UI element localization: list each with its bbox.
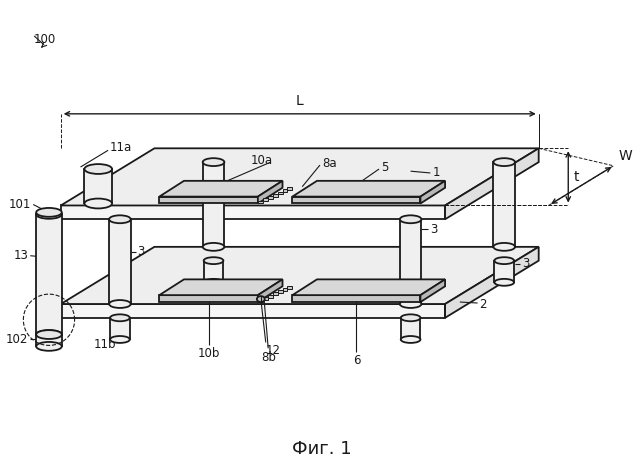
Polygon shape xyxy=(292,295,420,302)
Ellipse shape xyxy=(110,314,130,321)
Text: 11a: 11a xyxy=(110,141,132,154)
Text: 8a: 8a xyxy=(322,156,337,170)
Polygon shape xyxy=(84,169,112,203)
Polygon shape xyxy=(445,247,539,318)
Ellipse shape xyxy=(494,279,514,286)
Polygon shape xyxy=(204,261,223,283)
Polygon shape xyxy=(400,219,421,304)
Polygon shape xyxy=(258,181,282,203)
Polygon shape xyxy=(420,279,445,302)
Ellipse shape xyxy=(204,257,223,264)
Text: 12: 12 xyxy=(266,345,281,357)
Polygon shape xyxy=(110,318,130,339)
Ellipse shape xyxy=(400,215,421,223)
Text: 3: 3 xyxy=(522,257,529,270)
Ellipse shape xyxy=(109,300,131,308)
Text: L: L xyxy=(296,94,303,108)
Polygon shape xyxy=(401,318,420,339)
Polygon shape xyxy=(282,189,287,192)
Ellipse shape xyxy=(36,342,62,351)
Ellipse shape xyxy=(84,164,112,174)
Text: Фиг. 1: Фиг. 1 xyxy=(292,440,352,458)
Ellipse shape xyxy=(401,336,420,343)
Ellipse shape xyxy=(36,330,62,339)
Ellipse shape xyxy=(203,158,225,166)
Polygon shape xyxy=(292,197,420,203)
Polygon shape xyxy=(268,294,273,298)
Ellipse shape xyxy=(400,300,421,308)
Polygon shape xyxy=(420,181,445,203)
Ellipse shape xyxy=(494,257,514,264)
Polygon shape xyxy=(287,187,292,190)
Polygon shape xyxy=(493,162,515,247)
Text: 102: 102 xyxy=(6,333,28,346)
Text: 2: 2 xyxy=(479,299,487,311)
Ellipse shape xyxy=(84,199,112,209)
Polygon shape xyxy=(273,292,278,295)
Text: 8b: 8b xyxy=(260,351,276,365)
Ellipse shape xyxy=(203,243,225,251)
Polygon shape xyxy=(159,197,258,203)
Text: 101: 101 xyxy=(9,198,31,211)
Polygon shape xyxy=(159,279,282,295)
Polygon shape xyxy=(263,198,268,201)
Text: 5: 5 xyxy=(381,161,388,173)
Ellipse shape xyxy=(36,208,62,217)
Polygon shape xyxy=(159,295,258,302)
Polygon shape xyxy=(273,194,278,197)
Polygon shape xyxy=(292,279,445,295)
Polygon shape xyxy=(61,205,445,219)
Ellipse shape xyxy=(493,158,515,166)
Text: 3: 3 xyxy=(138,245,145,258)
Polygon shape xyxy=(61,247,539,304)
Text: 100: 100 xyxy=(33,33,56,46)
Text: 6: 6 xyxy=(353,354,360,367)
Polygon shape xyxy=(203,162,225,247)
Polygon shape xyxy=(61,304,445,318)
Polygon shape xyxy=(263,297,268,300)
Polygon shape xyxy=(258,201,263,203)
Polygon shape xyxy=(268,196,273,199)
Text: 1: 1 xyxy=(432,166,440,180)
Text: 11b: 11b xyxy=(94,337,116,350)
Ellipse shape xyxy=(204,279,223,286)
Polygon shape xyxy=(36,335,62,346)
Polygon shape xyxy=(292,181,445,197)
Ellipse shape xyxy=(110,336,130,343)
Polygon shape xyxy=(278,290,282,293)
Polygon shape xyxy=(109,219,131,304)
Text: 3: 3 xyxy=(430,223,438,236)
Text: t: t xyxy=(573,170,579,184)
Polygon shape xyxy=(61,148,539,205)
Polygon shape xyxy=(159,181,282,197)
Polygon shape xyxy=(36,214,62,335)
Text: 10b: 10b xyxy=(197,347,220,360)
Ellipse shape xyxy=(493,243,515,251)
Polygon shape xyxy=(287,285,292,289)
Text: W: W xyxy=(619,148,633,163)
Text: 10a: 10a xyxy=(250,154,273,167)
Ellipse shape xyxy=(36,210,62,219)
Polygon shape xyxy=(258,299,263,302)
Ellipse shape xyxy=(109,215,131,223)
Text: 13: 13 xyxy=(13,249,28,262)
Ellipse shape xyxy=(257,296,265,302)
Polygon shape xyxy=(445,148,539,219)
Ellipse shape xyxy=(36,330,62,339)
Ellipse shape xyxy=(401,314,420,321)
Polygon shape xyxy=(258,279,282,302)
Polygon shape xyxy=(278,191,282,194)
Polygon shape xyxy=(282,288,287,291)
Polygon shape xyxy=(494,261,514,283)
